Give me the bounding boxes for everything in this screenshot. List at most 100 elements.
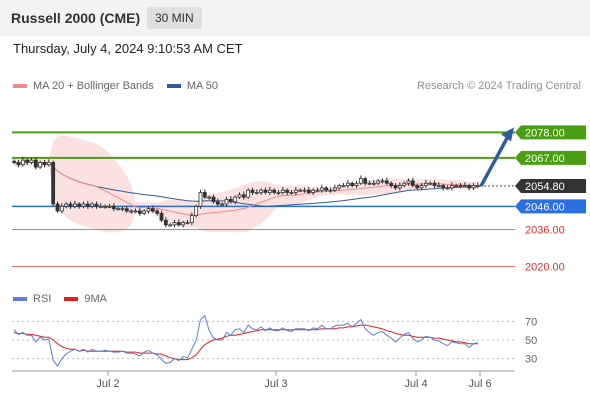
candle: [42, 159, 47, 168]
candle: [384, 177, 389, 186]
rsi-legend: RSI 9MA: [13, 293, 107, 305]
candle: [129, 209, 134, 214]
candle: [315, 187, 320, 193]
candle: [406, 178, 411, 186]
candle: [25, 158, 30, 165]
candle: [241, 191, 246, 200]
candle: [142, 209, 147, 216]
candle: [371, 180, 376, 186]
candle: [168, 223, 173, 227]
candle: [319, 184, 324, 193]
candle: [124, 205, 129, 213]
candle: [64, 202, 69, 209]
x-tick-label: Jul 3: [264, 378, 287, 390]
candle: [237, 192, 242, 199]
candle: [68, 201, 73, 209]
legend-item-ma50: MA 50: [166, 80, 218, 92]
x-tick-label: Jul 2: [96, 378, 119, 390]
candle: [393, 183, 398, 190]
current-price-label: 2054.80: [525, 181, 565, 193]
candle: [302, 187, 307, 193]
candle: [16, 159, 21, 168]
candle: [358, 175, 363, 186]
candle: [29, 157, 34, 165]
candle: [367, 180, 372, 186]
candle: [306, 186, 311, 195]
candle: [259, 188, 264, 196]
candle: [228, 196, 233, 204]
level-label-0: 2078.00: [525, 127, 565, 139]
candle: [376, 179, 381, 186]
candle: [146, 206, 151, 214]
candle: [324, 186, 329, 193]
candle: [328, 187, 333, 193]
candle: [428, 181, 433, 186]
candle: [458, 183, 463, 189]
candle: [454, 183, 459, 188]
candle: [246, 188, 251, 199]
candle: [215, 198, 220, 207]
candle: [150, 205, 155, 213]
candle: [419, 183, 424, 190]
candle: [202, 189, 207, 199]
candle: [267, 186, 272, 196]
candle: [137, 207, 142, 216]
candle: [441, 183, 446, 191]
candle: [133, 208, 138, 213]
interval-badge[interactable]: 30 MIN: [147, 7, 202, 29]
level-label-1: 2067.00: [525, 153, 565, 165]
candle: [94, 201, 99, 209]
candle: [51, 160, 56, 207]
candle: [289, 189, 294, 195]
candle: [98, 203, 103, 209]
candle: [415, 183, 420, 191]
rsi-tick-label: 70: [525, 316, 537, 328]
candle: [120, 206, 125, 212]
legend-item-rsi: RSI: [13, 293, 51, 305]
candle: [72, 200, 77, 209]
x-tick-label: Jul 6: [468, 378, 491, 390]
candle: [337, 183, 342, 191]
candle: [311, 188, 316, 196]
candle: [410, 177, 415, 188]
candle: [363, 176, 368, 186]
level-label-3: 2036.00: [525, 225, 565, 237]
candle: [423, 180, 428, 189]
candle: [332, 184, 337, 193]
candle: [471, 183, 476, 190]
current-price-tag: [515, 179, 586, 194]
candle: [38, 160, 43, 169]
candle: [224, 196, 229, 207]
candle: [389, 181, 394, 189]
candle: [111, 203, 116, 212]
instrument-title: Russell 2000 (CME): [11, 10, 141, 26]
candle: [254, 189, 259, 195]
candle: [211, 194, 216, 204]
candle: [449, 182, 454, 191]
candle: [445, 185, 450, 190]
legend-item-ma20: MA 20 + Bollinger Bands: [13, 80, 154, 92]
level-label-2: 2046.00: [525, 201, 565, 213]
candle: [181, 220, 186, 228]
candle: [380, 178, 385, 184]
candle: [280, 186, 285, 195]
candle: [33, 156, 38, 170]
rsi-line: [13, 314, 478, 367]
candle: [285, 188, 290, 196]
rsi-tick-label: 50: [525, 335, 537, 347]
candle: [20, 156, 25, 167]
candle: [189, 212, 194, 226]
candle: [85, 200, 90, 209]
candle: [155, 209, 160, 216]
candle: [354, 180, 359, 189]
projection-arrowhead: [501, 127, 514, 142]
candle: [194, 204, 199, 218]
candle: [298, 188, 303, 193]
level-tag-0: 2078.00: [515, 125, 586, 140]
x-tick-label: Jul 4: [404, 378, 427, 390]
main-legend: MA 20 + Bollinger Bands MA 50: [13, 80, 218, 92]
candle: [276, 189, 281, 196]
candle: [402, 181, 407, 188]
candle: [90, 202, 95, 209]
candle: [59, 203, 64, 214]
